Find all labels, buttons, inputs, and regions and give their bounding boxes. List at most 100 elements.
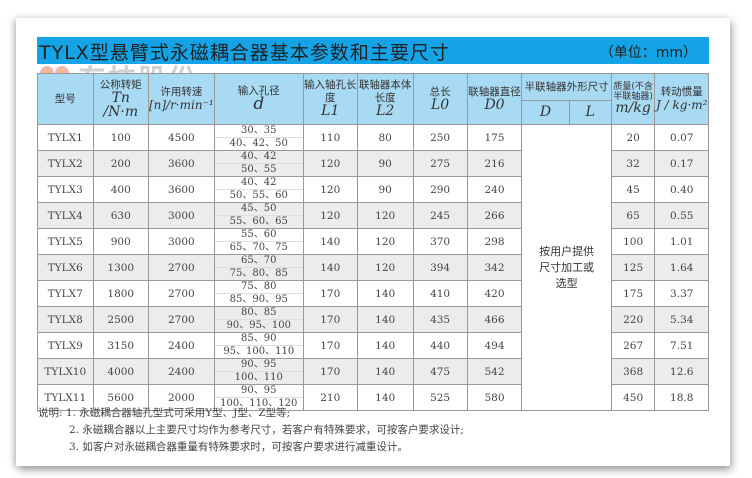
cell-model: TYLX2 <box>37 150 94 177</box>
cell-l1: 170 <box>302 358 358 385</box>
cell-torque: 3150 <box>92 332 149 359</box>
header-torque: 公称转矩 Tn /N·m <box>92 73 149 125</box>
cell-bore: 30、35 40、42、50 <box>213 124 304 151</box>
unit-label: （单位：mm） <box>599 45 697 61</box>
cell-l2: 140 <box>356 332 414 359</box>
cell-mass: 20 <box>610 124 656 151</box>
cell-d0: 175 <box>466 124 523 151</box>
cell-bore: 75、80 85、90、95 <box>213 280 304 307</box>
cell-inertia: 1.01 <box>654 228 709 255</box>
cell-speed: 2700 <box>147 306 215 333</box>
bore-line: 75、80 <box>214 281 303 294</box>
cell-speed: 3600 <box>147 176 215 203</box>
cell-d0: 342 <box>466 254 523 281</box>
table-row: TYLX3 400 3600 40、42 50、55、60 120 90 290 240 45 0.… <box>37 176 709 203</box>
cell-mass: 65 <box>610 202 656 229</box>
cell-model: TYLX9 <box>37 332 94 359</box>
cell-l1: 120 <box>302 176 358 203</box>
cell-model: TYLX10 <box>37 358 94 385</box>
cell-mass: 175 <box>610 280 656 307</box>
cell-inertia: 12.6 <box>654 358 709 385</box>
cell-torque: 200 <box>92 150 149 177</box>
bore-line: 65、70、75 <box>229 242 288 253</box>
cell-d0: 266 <box>466 202 523 229</box>
cell-torque: 5600 <box>92 384 149 411</box>
cell-bore: 65、70 75、80、85 <box>213 254 304 281</box>
cell-speed: 2400 <box>147 358 215 385</box>
cell-l0: 440 <box>412 332 468 359</box>
cell-l1: 140 <box>302 228 358 255</box>
cell-bore: 85、90 95、100、110 <box>213 332 304 359</box>
cell-inertia: 0.55 <box>654 202 709 229</box>
header-speed: 许用转速 [n]/r·min⁻¹ <box>147 73 215 125</box>
table-row: TYLX4 630 3000 45、50 55、60、65 120 120 245 266 65 0… <box>37 202 709 229</box>
cell-model: TYLX4 <box>37 202 94 229</box>
bore-line: 85、90 <box>214 333 303 346</box>
cell-l1: 140 <box>302 254 358 281</box>
bore-line: 90、95 <box>214 385 303 398</box>
cell-model: TYLX7 <box>37 280 94 307</box>
cell-mass: 125 <box>610 254 656 281</box>
cell-bore: 80、85 90、95、100 <box>213 306 304 333</box>
cell-l0: 525 <box>412 384 468 411</box>
header-half-coupling: 半联轴器外形尺寸 <box>521 73 612 101</box>
cell-torque: 400 <box>92 176 149 203</box>
bore-line: 50、55 <box>241 164 277 175</box>
cell-inertia: 1.64 <box>654 254 709 281</box>
cell-d0: 240 <box>466 176 523 203</box>
cell-speed: 4500 <box>147 124 215 151</box>
bore-line: 55、60 <box>214 229 303 242</box>
cell-bore: 40、42 50、55 <box>213 150 304 177</box>
bore-line: 80、85 <box>214 307 303 320</box>
cell-inertia: 18.8 <box>654 384 709 411</box>
table-row: TYLX9 3150 2400 85、90 95、100、110 170 140 440 494… <box>37 332 709 359</box>
bore-line: 40、42、50 <box>229 138 288 149</box>
cell-inertia: 5.34 <box>654 306 709 333</box>
cell-speed: 3000 <box>147 202 215 229</box>
cell-l0: 394 <box>412 254 468 281</box>
header-model: 型号 <box>37 73 94 125</box>
table-row: TYLX2 200 3600 40、42 50、55 120 90 275 216 32 0.17 <box>37 150 709 177</box>
bore-line: 75、80、85 <box>229 268 288 279</box>
cell-d0: 542 <box>466 358 523 385</box>
cell-torque: 2500 <box>92 306 149 333</box>
header-half-l: L <box>568 100 612 125</box>
cell-l2: 90 <box>356 176 414 203</box>
cell-l2: 140 <box>356 358 414 385</box>
cell-l0: 290 <box>412 176 468 203</box>
table-row: TYLX6 1300 2700 65、70 75、80、85 140 120 394 342 12… <box>37 254 709 281</box>
cell-d0: 494 <box>466 332 523 359</box>
cell-bore: 55、60 65、70、75 <box>213 228 304 255</box>
header-half-d: D <box>521 100 570 125</box>
bore-line: 100、110、120 <box>220 398 298 409</box>
bore-line: 85、90、95 <box>229 294 288 305</box>
cell-mass: 267 <box>610 332 656 359</box>
cell-bore: 45、50 55、60、65 <box>213 202 304 229</box>
cell-d0: 420 <box>466 280 523 307</box>
cell-model: TYLX5 <box>37 228 94 255</box>
bore-line: 95、100、110 <box>223 346 295 357</box>
cell-half-coupling-note: 按用户提供尺寸加工或选型 <box>521 124 612 411</box>
cell-l0: 245 <box>412 202 468 229</box>
bore-line: 30、35 <box>214 125 303 138</box>
cell-mass: 368 <box>610 358 656 385</box>
cell-l0: 275 <box>412 150 468 177</box>
cell-speed: 3000 <box>147 228 215 255</box>
note-2: 2. 永磁耦合器以上主要尺寸均作为参考尺寸，若客户有特殊要求，可按客户要求设计; <box>69 424 464 436</box>
cell-l0: 475 <box>412 358 468 385</box>
cell-l2: 90 <box>356 150 414 177</box>
cell-d0: 580 <box>466 384 523 411</box>
header-l1: 输入轴孔长度 L1 <box>302 73 358 125</box>
header-bore: 输入孔径 d <box>213 73 304 125</box>
table-row: TYLX11 5600 2000 90、95 100、110、120 210 140 525 5… <box>37 384 709 411</box>
cell-d0: 216 <box>466 150 523 177</box>
cell-inertia: 0.40 <box>654 176 709 203</box>
cell-torque: 100 <box>92 124 149 151</box>
cell-l2: 120 <box>356 202 414 229</box>
cell-mass: 450 <box>610 384 656 411</box>
cell-inertia: 0.17 <box>654 150 709 177</box>
cell-bore: 90、95 100、110、120 <box>213 384 304 411</box>
header-mass: 质量(不含半联轴器) m/kg <box>610 73 656 125</box>
bore-line: 40、42 <box>214 177 303 190</box>
cell-l2: 120 <box>356 228 414 255</box>
